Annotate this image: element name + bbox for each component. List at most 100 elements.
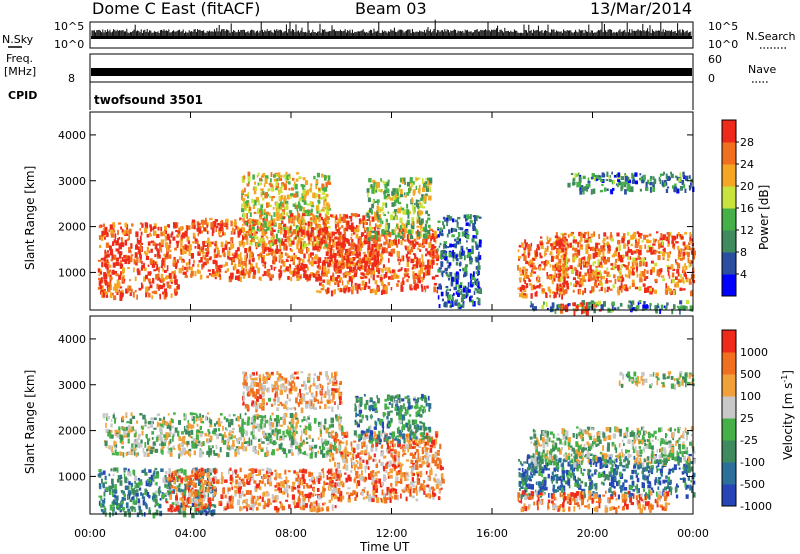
data-cell (274, 418, 277, 422)
data-cell (421, 242, 424, 246)
data-cell (559, 239, 563, 244)
data-cell (316, 240, 319, 246)
data-cell (676, 188, 680, 194)
data-cell (685, 265, 688, 270)
data-cell (336, 247, 339, 250)
data-cell (293, 258, 295, 263)
data-cell (309, 217, 313, 221)
data-cell (585, 249, 589, 254)
data-cell (201, 219, 204, 225)
colorbar-tick-label: 20 (740, 180, 754, 193)
data-cell (266, 446, 268, 452)
data-cell (667, 252, 671, 258)
data-cell (523, 273, 527, 279)
data-cell (350, 236, 353, 241)
data-cell (283, 184, 287, 191)
data-cell (397, 201, 402, 205)
data-cell (125, 413, 128, 416)
data-cell (391, 191, 395, 196)
data-cell (376, 256, 380, 261)
data-cell (442, 255, 445, 259)
data-cell (536, 285, 540, 288)
data-cell (368, 242, 371, 246)
data-cell (110, 250, 114, 256)
data-cell (187, 240, 191, 245)
data-cell (334, 282, 337, 285)
data-cell (341, 225, 344, 229)
data-cell (141, 284, 144, 289)
data-cell (637, 255, 640, 259)
data-cell (461, 248, 464, 254)
data-cell (260, 179, 263, 182)
data-cell (288, 176, 291, 180)
data-cell (576, 304, 580, 307)
data-cell (304, 429, 308, 436)
data-cell (247, 171, 251, 177)
data-cell (448, 252, 451, 258)
data-cell (136, 259, 139, 263)
data-cell (255, 197, 260, 203)
data-cell (104, 255, 108, 259)
data-cell (666, 285, 670, 292)
data-cell (455, 241, 460, 245)
data-cell (338, 277, 343, 281)
data-cell (175, 262, 178, 268)
data-cell (292, 203, 297, 207)
data-cell (455, 278, 459, 285)
data-cell (180, 502, 183, 508)
data-cell (348, 276, 352, 282)
data-cell (297, 227, 300, 231)
data-cell (603, 248, 606, 252)
data-cell (625, 287, 629, 292)
data-cell (413, 279, 417, 284)
data-cell (606, 286, 610, 290)
data-cell (402, 255, 405, 262)
data-cell (363, 226, 366, 232)
data-cell (541, 304, 545, 310)
data-cell (579, 246, 583, 250)
data-cell (238, 259, 241, 265)
data-cell (211, 445, 214, 449)
data-cell (608, 246, 611, 252)
data-cell (677, 272, 680, 277)
data-cell (592, 262, 595, 267)
data-cell (688, 263, 691, 268)
colorbar-segment (722, 252, 736, 275)
data-cell (125, 254, 127, 261)
data-cell (127, 471, 130, 476)
data-cell (637, 301, 640, 307)
data-cell (593, 261, 596, 264)
data-cell (100, 495, 103, 501)
data-cell (254, 236, 257, 239)
data-cell (371, 243, 374, 249)
data-cell (171, 425, 174, 429)
data-cell (378, 223, 382, 228)
data-cell (126, 433, 130, 437)
data-cell (546, 248, 549, 253)
data-cell (270, 248, 274, 253)
data-cell (226, 268, 229, 272)
data-cell (320, 438, 324, 443)
data-cell (529, 272, 533, 277)
data-cell (151, 437, 154, 440)
data-cell (456, 221, 459, 225)
data-cell (111, 478, 114, 484)
data-cell (220, 220, 222, 224)
data-cell (442, 216, 446, 220)
data-cell (597, 250, 602, 255)
data-cell (394, 276, 397, 279)
data-cell (304, 222, 307, 226)
data-cell (475, 280, 479, 286)
data-cell (150, 240, 155, 244)
data-cell (610, 263, 614, 266)
data-cell (121, 507, 126, 511)
data-cell (616, 183, 619, 188)
data-cell (165, 470, 168, 475)
data-cell (618, 251, 620, 258)
data-cell (135, 260, 138, 266)
data-cell (559, 287, 563, 292)
data-cell (414, 276, 418, 280)
data-cell (576, 252, 579, 258)
data-cell (200, 509, 203, 516)
data-cell (558, 276, 560, 279)
